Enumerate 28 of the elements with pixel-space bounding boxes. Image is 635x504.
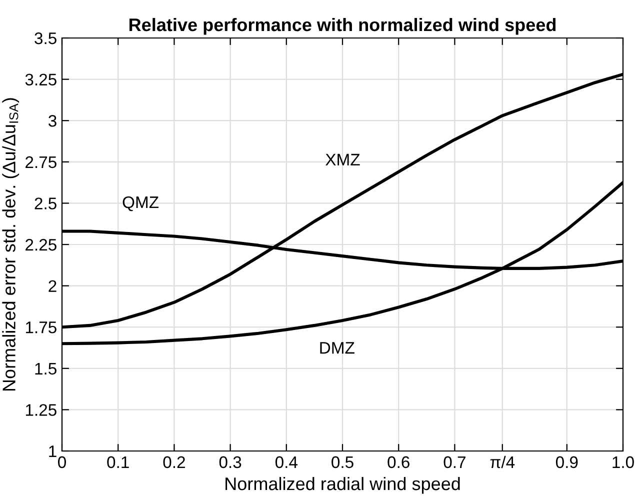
y-tick-label: 2.75 bbox=[26, 156, 56, 168]
y-tick-label: 2 bbox=[48, 280, 56, 292]
x-tick-label: 0.1 bbox=[107, 456, 129, 468]
x-tick-label: 0.4 bbox=[275, 456, 298, 468]
y-tick-label: 1.5 bbox=[35, 362, 56, 375]
x-tick-label: 0.5 bbox=[332, 456, 354, 468]
y-tick-label: 3.5 bbox=[34, 32, 56, 44]
y-tick-label: 2.5 bbox=[34, 198, 56, 210]
series-label: DMZ bbox=[320, 342, 354, 354]
chart-title: Relative performance with normalized wind speed bbox=[130, 18, 556, 35]
y-tick-label: 3 bbox=[48, 115, 56, 127]
x-tick-label: 0.2 bbox=[163, 456, 185, 468]
y-tick-label: 1 bbox=[49, 446, 56, 458]
x-tick-label: 1.0 bbox=[612, 456, 634, 468]
series-label: QMZ bbox=[122, 196, 159, 212]
x-tick-label: 0.3 bbox=[219, 456, 242, 468]
y-axis-title: Normalized error std. dev. (Δu/Δu$_{ISA}$) bbox=[2, 98, 19, 391]
x-tick-label: 0 bbox=[58, 456, 66, 468]
x-tick-label: π/4 bbox=[490, 456, 515, 468]
x-tick-label: 0.9 bbox=[556, 456, 578, 468]
y-tick-label: 1.75 bbox=[26, 322, 56, 334]
y-tick-label: 2.25 bbox=[26, 238, 56, 251]
y-tick-label: 1.25 bbox=[26, 404, 56, 416]
x-tick-label: 0.6 bbox=[388, 456, 410, 468]
y-tick-label: 3.25 bbox=[25, 74, 56, 86]
x-axis-title: Normalized radial wind speed bbox=[226, 476, 460, 494]
series-label: XMZ bbox=[326, 154, 360, 166]
x-tick-label: 0.7 bbox=[444, 456, 466, 468]
